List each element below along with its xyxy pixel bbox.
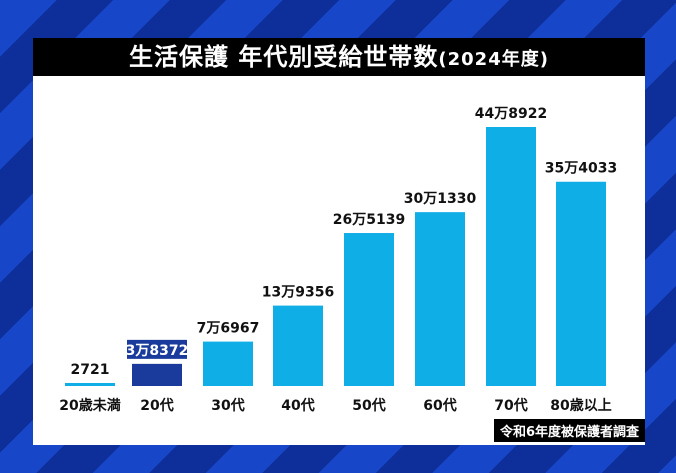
category-label: 20歳未満 [59,397,120,414]
category-label: 30代 [211,397,244,414]
chart-panel: 生活保護 年代別受給世帯数(2024年度) 2721 20歳未満 3万8372 20代… [33,38,645,445]
bar [415,212,465,386]
bar-chart: 2721 20歳未満 3万8372 20代 7万6967 30代 13万9356 40代 26万… [59,106,617,414]
bar [486,127,536,386]
chart-title: 生活保護 年代別受給世帯数 [129,43,439,71]
category-label: 60代 [423,397,456,414]
chart-subtitle: (2024年度) [438,49,549,70]
source-label: 令和6年度被保護者調査 [493,419,645,442]
data-label: 35万4033 [545,161,617,177]
category-label: 20代 [140,397,173,414]
data-label: 7万6967 [197,321,260,337]
data-label: 30万1330 [404,191,477,207]
data-label: 44万8922 [475,106,547,122]
category-label: 50代 [352,397,385,414]
data-label: 2721 [71,362,110,378]
data-label: 13万9356 [262,285,334,301]
data-label-box [127,339,187,359]
bar [556,181,606,386]
bar [65,383,115,386]
category-label: 40代 [281,397,314,414]
title-bar: 生活保護 年代別受給世帯数(2024年度) [33,38,645,76]
bar [132,363,182,386]
bar [203,341,253,386]
category-label: 80歳以上 [550,397,611,414]
bar [344,233,394,386]
bar [273,305,323,386]
category-label: 70代 [494,397,527,414]
data-label: 26万5139 [333,212,405,228]
data-label: 3万8372 [126,343,189,359]
